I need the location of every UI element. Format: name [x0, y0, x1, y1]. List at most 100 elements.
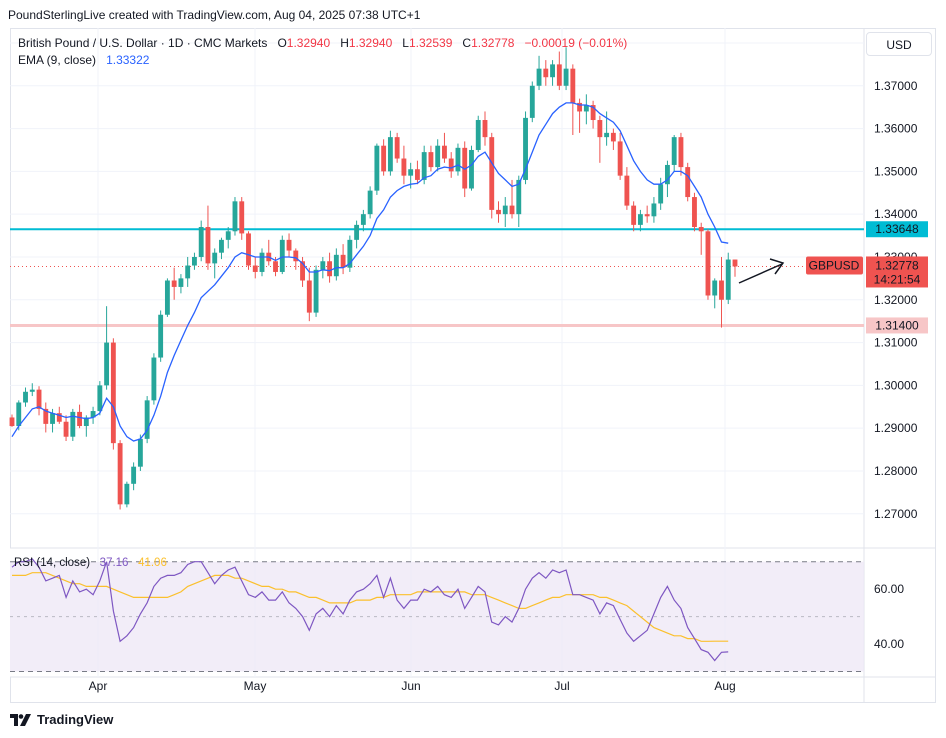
y-tick-label: 1.36000: [874, 122, 918, 136]
candle-body: [408, 169, 414, 176]
candle-body: [604, 132, 610, 138]
candle-body: [617, 141, 623, 176]
symbol-title[interactable]: British Pound / U.S. Dollar · 1D · CMC M…: [18, 36, 268, 50]
candle-body: [367, 190, 373, 215]
candle-body: [455, 147, 461, 172]
rsi-legend: RSI (14, close) 37.16 41.06: [14, 557, 167, 569]
y-tick-label: 1.37000: [874, 79, 918, 93]
candle-body: [104, 342, 110, 386]
candle-body: [239, 201, 245, 234]
candle-body: [462, 147, 468, 189]
y-tick-label: 1.32000: [874, 293, 918, 307]
candle-body: [387, 137, 393, 172]
symbol-tag: [806, 256, 863, 275]
candle-body: [192, 256, 197, 266]
candle-body: [651, 203, 657, 217]
candle-body: [577, 102, 583, 112]
candle-body: [360, 214, 366, 225]
candle-body: [502, 205, 508, 215]
y-tick-label: 1.34000: [874, 207, 918, 221]
candle-body: [543, 68, 549, 78]
candle-body: [137, 438, 143, 467]
candle-body: [63, 421, 69, 437]
candle-body: [273, 261, 278, 272]
candle-body: [705, 231, 711, 296]
candle-body: [516, 179, 522, 215]
rsi-value: 37.16: [99, 557, 129, 569]
candle-body: [421, 152, 427, 180]
candle-body: [164, 280, 170, 315]
candle-body: [529, 85, 535, 118]
candle-body: [401, 158, 407, 176]
candle-body: [171, 280, 177, 287]
footer-brand[interactable]: TradingView: [10, 712, 113, 727]
candle-body: [712, 280, 718, 296]
candle-body: [144, 400, 150, 439]
candle-body: [279, 239, 285, 272]
candle-body: [631, 205, 637, 225]
rsi-y-tick-label: 60.00: [874, 582, 904, 596]
y-tick-label: 1.31000: [874, 336, 918, 350]
candle-body: [77, 411, 83, 427]
chart-credit: PoundSterlingLive created with TradingVi…: [8, 8, 421, 22]
candle-body: [442, 145, 447, 159]
candle-body: [725, 259, 731, 300]
candle-body: [56, 413, 62, 422]
candle-body: [259, 252, 265, 272]
candle-body: [252, 265, 258, 272]
arrow-head-icon: [769, 258, 785, 275]
x-tick-label: Jul: [554, 679, 569, 693]
candle-body: [678, 137, 684, 168]
candle-body: [658, 184, 664, 204]
candle-body: [563, 68, 569, 86]
ema-label[interactable]: EMA (9, close): [18, 53, 97, 67]
candle-body: [482, 120, 488, 138]
candle-body: [610, 132, 616, 142]
candle-body: [320, 261, 326, 270]
x-tick-label: Jun: [401, 679, 420, 693]
low-label: L: [402, 36, 409, 50]
candle-body: [151, 357, 157, 401]
candle-body: [536, 68, 542, 86]
brand-text: TradingView: [37, 712, 114, 727]
candle-body: [198, 227, 204, 257]
close-label: C: [462, 36, 472, 50]
candle-body: [570, 68, 576, 103]
candle-body: [9, 417, 15, 427]
high-label: H: [340, 36, 349, 50]
last-price-tag: [866, 256, 928, 288]
candle-body: [590, 105, 596, 121]
candle-body: [394, 137, 400, 159]
y-tick-label: 1.28000: [874, 464, 918, 478]
resistance-price-tag: [866, 221, 928, 238]
candle-body: [692, 197, 697, 228]
candle-body: [232, 201, 238, 232]
rsi-ma-value: 41.06: [138, 557, 167, 569]
support-price-tag: [866, 317, 928, 334]
candle-body: [671, 137, 677, 165]
candle-body: [50, 413, 55, 424]
rsi-line: [11, 558, 729, 662]
candle-body: [185, 265, 191, 279]
candle-body: [286, 239, 292, 251]
candle-body: [381, 145, 387, 172]
candle-body: [327, 261, 333, 277]
y-tick-label: 1.35000: [874, 164, 918, 178]
x-tick-label: Aug: [714, 679, 735, 693]
currency-button[interactable]: USD: [866, 32, 932, 56]
chart-frame: [10, 28, 936, 703]
candle-body: [509, 205, 515, 215]
candle-body: [550, 64, 555, 78]
candle-body: [624, 175, 630, 206]
low-value: 1.32539: [408, 36, 453, 50]
candle-body: [333, 254, 339, 277]
candle-body: [131, 466, 137, 484]
candle-body: [300, 261, 305, 281]
candle-body: [448, 158, 454, 172]
candle-body: [435, 145, 441, 168]
y-tick-label: 1.30000: [874, 378, 918, 392]
candle-body: [293, 250, 299, 262]
rsi-label[interactable]: RSI (14, close): [14, 557, 91, 569]
y-tick-label: 1.29000: [874, 421, 918, 435]
